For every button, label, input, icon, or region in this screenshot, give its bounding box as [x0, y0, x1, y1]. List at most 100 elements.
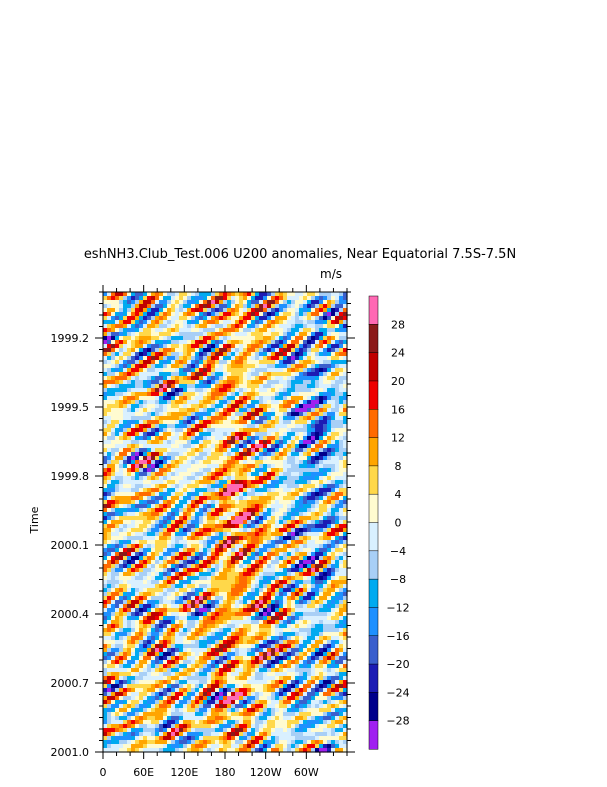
heatmap-cell	[235, 304, 240, 309]
heatmap-cell	[127, 400, 132, 405]
heatmap-cell	[343, 316, 348, 321]
heatmap-cell	[103, 596, 108, 601]
heatmap-cell	[331, 356, 336, 361]
heatmap-cell	[283, 540, 288, 545]
heatmap-cell	[227, 312, 232, 317]
heatmap-cell	[191, 464, 196, 469]
heatmap-cell	[111, 296, 116, 301]
heatmap-cell	[127, 320, 132, 325]
heatmap-cell	[339, 440, 344, 445]
heatmap-cell	[335, 564, 340, 569]
heatmap-cell	[211, 480, 216, 485]
heatmap-cell	[247, 400, 252, 405]
heatmap-cell	[175, 604, 180, 609]
heatmap-cell	[295, 356, 300, 361]
heatmap-cell	[231, 552, 236, 557]
heatmap-cell	[271, 516, 276, 521]
heatmap-cell	[259, 400, 264, 405]
heatmap-cell	[231, 412, 236, 417]
heatmap-cell	[263, 564, 268, 569]
heatmap-cell	[203, 324, 208, 329]
heatmap-cell	[295, 464, 300, 469]
heatmap-cell	[311, 608, 316, 613]
heatmap-cell	[123, 400, 128, 405]
heatmap-cell	[203, 500, 208, 505]
heatmap-cell	[155, 308, 160, 313]
heatmap-cell	[175, 616, 180, 621]
heatmap-cell	[267, 548, 272, 553]
heatmap-cell	[319, 416, 324, 421]
heatmap-cell	[115, 328, 120, 333]
heatmap-cell	[203, 564, 208, 569]
heatmap-cell	[243, 376, 248, 381]
heatmap-cell	[119, 428, 124, 433]
heatmap-cell	[255, 528, 260, 533]
heatmap-cell	[163, 396, 168, 401]
heatmap-cell	[323, 348, 328, 353]
heatmap-cell	[159, 616, 164, 621]
heatmap-cell	[227, 404, 232, 409]
heatmap-cell	[263, 336, 268, 341]
heatmap-cell	[323, 392, 328, 397]
heatmap-cell	[207, 300, 212, 305]
heatmap-cell	[239, 528, 244, 533]
heatmap-cell	[119, 488, 124, 493]
heatmap-cell	[131, 564, 136, 569]
heatmap-cell	[147, 420, 152, 425]
heatmap-cell	[115, 364, 120, 369]
heatmap-cell	[211, 308, 216, 313]
heatmap-cell	[223, 352, 228, 357]
heatmap-cell	[243, 488, 248, 493]
heatmap-cell	[143, 468, 148, 473]
heatmap-cell	[151, 584, 156, 589]
heatmap-cell	[291, 324, 296, 329]
heatmap-cell	[135, 516, 140, 521]
heatmap-cell	[319, 504, 324, 509]
heatmap-cell	[115, 520, 120, 525]
heatmap-cell	[167, 540, 172, 545]
heatmap-cell	[259, 332, 264, 337]
heatmap-cell	[315, 532, 320, 537]
heatmap-cell	[311, 492, 316, 497]
heatmap-cell	[239, 396, 244, 401]
heatmap-cell	[343, 424, 348, 429]
heatmap-cell	[155, 476, 160, 481]
heatmap-cell	[283, 468, 288, 473]
heatmap-cell	[211, 512, 216, 517]
heatmap-cell	[279, 596, 284, 601]
heatmap-cell	[183, 368, 188, 373]
heatmap-cell	[327, 548, 332, 553]
heatmap-cell	[203, 368, 208, 373]
heatmap-cell	[227, 424, 232, 429]
heatmap-cell	[227, 340, 232, 345]
heatmap-cell	[303, 296, 308, 301]
heatmap-cell	[147, 464, 152, 469]
heatmap-cell	[135, 596, 140, 601]
heatmap-cell	[163, 392, 168, 397]
heatmap-cell	[119, 588, 124, 593]
heatmap-cell	[303, 580, 308, 585]
heatmap-cell	[199, 388, 204, 393]
heatmap-cell	[259, 412, 264, 417]
heatmap-cell	[199, 304, 204, 309]
heatmap-cell	[223, 436, 228, 441]
heatmap-cell	[263, 532, 268, 537]
heatmap-cell	[211, 364, 216, 369]
heatmap-cell	[123, 464, 128, 469]
heatmap-cell	[275, 432, 280, 437]
heatmap-cell	[199, 492, 204, 497]
heatmap-cell	[155, 396, 160, 401]
heatmap-cell	[327, 504, 332, 509]
heatmap-cell	[211, 532, 216, 537]
heatmap-cell	[115, 368, 120, 373]
heatmap-cell	[183, 452, 188, 457]
heatmap-cell	[315, 408, 320, 413]
heatmap-cell	[259, 500, 264, 505]
heatmap-cell	[219, 588, 224, 593]
heatmap-cell	[219, 388, 224, 393]
heatmap-cell	[247, 600, 252, 605]
heatmap-cell	[343, 348, 348, 353]
heatmap-cell	[171, 368, 176, 373]
heatmap-cell	[299, 436, 304, 441]
heatmap-cell	[303, 340, 308, 345]
